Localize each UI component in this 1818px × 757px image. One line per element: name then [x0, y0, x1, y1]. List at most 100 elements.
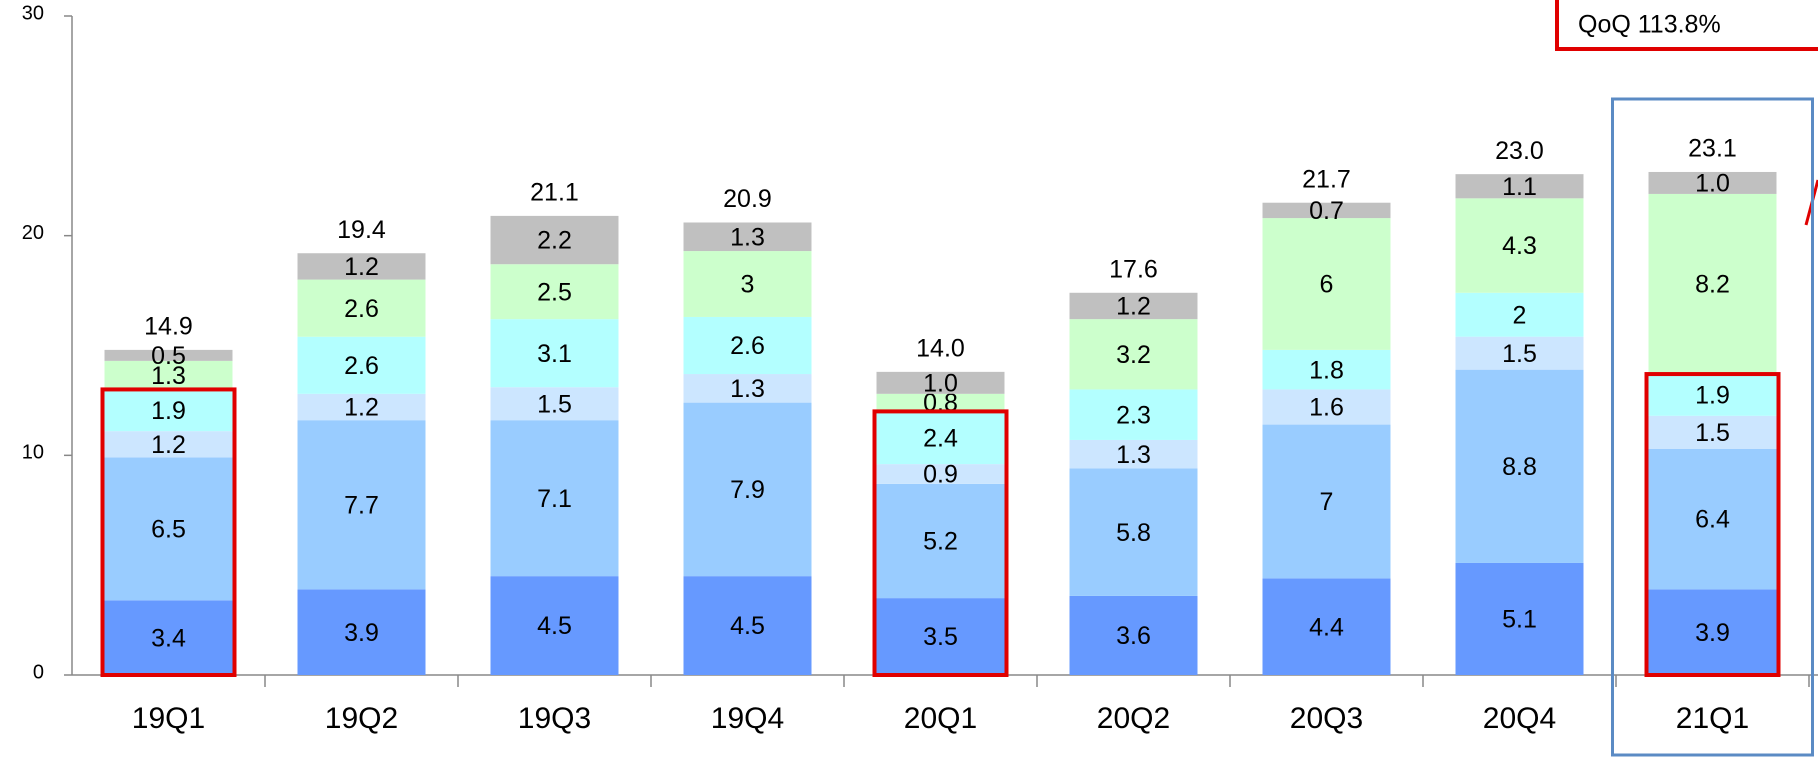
bar-segment	[683, 251, 812, 317]
value-label: 2	[1513, 301, 1527, 329]
bar-segment	[683, 222, 812, 252]
bar-segment	[876, 464, 1005, 484]
bar-segment	[1262, 424, 1391, 579]
bar-segment	[1262, 389, 1391, 425]
value-label: 2.5	[537, 278, 572, 306]
bar-segment	[297, 253, 426, 280]
bar-segment	[490, 420, 619, 577]
bar-segment	[683, 374, 812, 403]
value-label: 4.5	[730, 612, 765, 640]
bar-segment	[1069, 292, 1198, 320]
value-label: 6.5	[151, 516, 186, 544]
total-label: 14.0	[916, 334, 965, 362]
bar-segment	[1648, 415, 1777, 449]
value-label: 0.9	[923, 461, 958, 489]
bar-segment	[490, 264, 619, 320]
bar-segment	[490, 387, 619, 421]
bar-segment	[1455, 174, 1584, 199]
x-tick-label: 19Q4	[711, 702, 784, 735]
total-label: 19.4	[337, 216, 386, 244]
x-tick-label: 19Q3	[518, 702, 591, 735]
value-label: 6	[1320, 271, 1334, 299]
bar-segment	[104, 360, 233, 390]
bar-segment	[1455, 562, 1584, 675]
highlight-box	[872, 409, 1009, 677]
value-label: 1.2	[1116, 293, 1151, 321]
value-label: 3.4	[151, 624, 186, 652]
focus-box	[1611, 97, 1814, 757]
highlight-box	[100, 387, 237, 677]
bar-segment	[297, 420, 426, 590]
value-label: 5.8	[1116, 519, 1151, 547]
value-label: 0.7	[1309, 197, 1344, 225]
bar-segment	[1455, 336, 1584, 370]
bar-segment	[1069, 319, 1198, 390]
value-label: 2.6	[344, 295, 379, 323]
total-label: 21.1	[530, 179, 579, 207]
value-label: 1.8	[1309, 356, 1344, 384]
value-label: 0.5	[151, 342, 186, 370]
value-label: 5.1	[1502, 606, 1537, 634]
value-label: 7	[1320, 488, 1334, 516]
bar-segment	[490, 215, 619, 265]
value-label: 1.9	[1695, 382, 1730, 410]
total-label: 21.7	[1302, 165, 1351, 193]
bar-segment	[1455, 198, 1584, 293]
x-tick-label: 20Q2	[1097, 702, 1170, 735]
value-label: 3.9	[344, 619, 379, 647]
value-label: 2.2	[537, 227, 572, 255]
value-label: 7.1	[537, 485, 572, 513]
x-tick-label: 20Q1	[904, 702, 977, 735]
x-tick-label: 20Q3	[1290, 702, 1363, 735]
value-label: 1.5	[537, 390, 572, 418]
bar-segment	[876, 483, 1005, 599]
value-label: 6.4	[1695, 506, 1730, 534]
value-label: 1.3	[151, 362, 186, 390]
total-label: 20.9	[723, 185, 772, 213]
x-tick-label: 19Q2	[325, 702, 398, 735]
value-label: 1.6	[1309, 394, 1344, 422]
value-label: 7.7	[344, 491, 379, 519]
bar-segment	[1648, 374, 1777, 416]
bar-segment	[1648, 448, 1777, 590]
bar-segment	[1648, 589, 1777, 675]
highlight-box	[1644, 372, 1781, 677]
value-label: 1.3	[730, 223, 765, 251]
value-label: 8.8	[1502, 453, 1537, 481]
value-label: 2.4	[923, 424, 958, 452]
bar-segment	[104, 431, 233, 458]
bar-segment	[1069, 595, 1198, 675]
value-label: 1.5	[1695, 419, 1730, 447]
bar-segment	[297, 589, 426, 675]
bar-segment	[104, 600, 233, 675]
total-label: 14.9	[144, 313, 193, 341]
bar-segment	[297, 393, 426, 421]
bar-segment	[297, 336, 426, 394]
value-label: 3.5	[923, 623, 958, 651]
bar-segment	[876, 371, 1005, 394]
value-label: 1.0	[1695, 170, 1730, 198]
total-label: 23.0	[1495, 137, 1544, 165]
bar-segment	[490, 576, 619, 675]
bar-segment	[1455, 292, 1584, 337]
y-tick-label: 0	[33, 661, 44, 683]
value-label: 3.2	[1116, 341, 1151, 369]
bar-segment	[104, 349, 233, 361]
bar-segment	[1069, 389, 1198, 440]
bar-segment	[1069, 439, 1198, 469]
value-label: 4.3	[1502, 232, 1537, 260]
value-label: 1.9	[151, 397, 186, 425]
value-label: 2.6	[344, 352, 379, 380]
annotation-box	[1555, 0, 1818, 51]
value-label: 1.0	[923, 369, 958, 397]
value-label: 3.1	[537, 340, 572, 368]
bar-segment	[104, 389, 233, 432]
value-label: 1.1	[1502, 173, 1537, 201]
total-label: 23.1	[1688, 135, 1737, 163]
bar-segment	[876, 411, 1005, 465]
y-tick-label: 30	[22, 2, 44, 24]
value-label: 1.3	[1116, 441, 1151, 469]
value-label: 5.2	[923, 528, 958, 556]
y-tick-label: 10	[22, 442, 44, 464]
x-tick-label: 21Q1	[1676, 702, 1749, 735]
